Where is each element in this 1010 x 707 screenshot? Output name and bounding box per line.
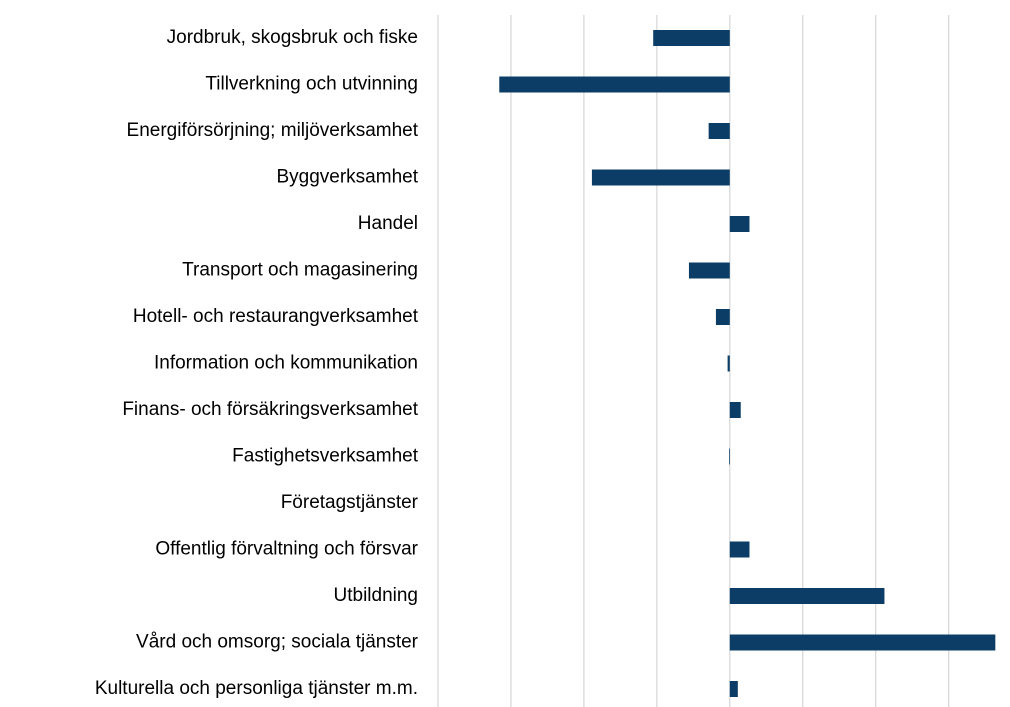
category-label: Transport och magasinering: [182, 260, 418, 281]
bar: [727, 355, 730, 372]
category-label: Offentlig förvaltning och försvar: [155, 539, 418, 560]
bar: [715, 309, 730, 325]
bar: [729, 448, 730, 465]
bar: [729, 541, 750, 558]
bar: [653, 30, 730, 46]
category-label: Byggverksamhet: [276, 167, 418, 188]
bar: [729, 634, 996, 651]
category-label: Kulturella och personliga tjänster m.m.: [95, 678, 418, 699]
category-label: Handel: [358, 213, 418, 234]
bar: [729, 588, 885, 604]
category-label: Information och kommunikation: [154, 353, 418, 374]
category-label: Företagstjänster: [281, 492, 419, 513]
category-label: Fastighetsverksamhet: [232, 446, 419, 467]
category-label: Hotell- och restaurangverksamhet: [133, 306, 419, 327]
category-label: Jordbruk, skogsbruk och fiske: [167, 27, 418, 48]
category-label: Vård och omsorg; sociala tjänster: [136, 632, 419, 653]
bar: [729, 402, 741, 418]
bar: [729, 216, 750, 232]
bar: [708, 123, 730, 139]
bar: [591, 169, 730, 186]
category-label: Finans- och försäkringsverksamhet: [122, 399, 418, 420]
category-label: Energiförsörjning; miljöverksamhet: [127, 120, 419, 141]
bar: [729, 681, 738, 697]
category-label: Tillverkning och utvinning: [205, 74, 418, 95]
category-label: Utbildning: [334, 585, 419, 606]
bar: [499, 76, 730, 93]
bar: [688, 262, 730, 279]
